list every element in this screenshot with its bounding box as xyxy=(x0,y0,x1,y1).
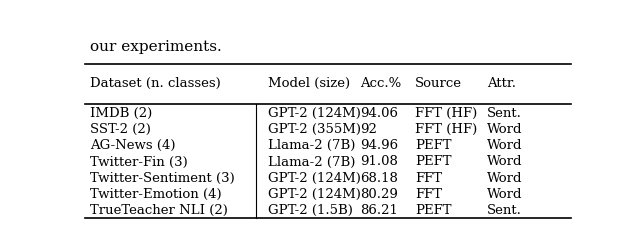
Text: 91.08: 91.08 xyxy=(360,155,398,168)
Text: Word: Word xyxy=(486,139,522,152)
Text: GPT-2 (124M): GPT-2 (124M) xyxy=(269,171,362,184)
Text: our experiments.: our experiments. xyxy=(90,40,221,54)
Text: Attr.: Attr. xyxy=(486,77,516,90)
Text: Source: Source xyxy=(415,77,462,90)
Text: TrueTeacher NLI (2): TrueTeacher NLI (2) xyxy=(90,203,228,216)
Text: Sent.: Sent. xyxy=(486,107,522,119)
Text: PEFT: PEFT xyxy=(415,203,451,216)
Text: FFT (HF): FFT (HF) xyxy=(415,107,477,119)
Text: Dataset (n. classes): Dataset (n. classes) xyxy=(90,77,221,90)
Text: Twitter-Fin (3): Twitter-Fin (3) xyxy=(90,155,188,168)
Text: PEFT: PEFT xyxy=(415,139,451,152)
Text: Word: Word xyxy=(486,171,522,184)
Text: SST-2 (2): SST-2 (2) xyxy=(90,123,151,136)
Text: Llama-2 (7B): Llama-2 (7B) xyxy=(269,155,356,168)
Text: 68.18: 68.18 xyxy=(360,171,398,184)
Text: 86.21: 86.21 xyxy=(360,203,398,216)
Text: GPT-2 (124M): GPT-2 (124M) xyxy=(269,187,362,200)
Text: Twitter-Emotion (4): Twitter-Emotion (4) xyxy=(90,187,221,200)
Text: 92: 92 xyxy=(360,123,377,136)
Text: AG-News (4): AG-News (4) xyxy=(90,139,175,152)
Text: PEFT: PEFT xyxy=(415,155,451,168)
Text: Word: Word xyxy=(486,155,522,168)
Text: Acc.%: Acc.% xyxy=(360,77,401,90)
Text: IMDB (2): IMDB (2) xyxy=(90,107,152,119)
Text: 94.06: 94.06 xyxy=(360,107,398,119)
Text: FFT: FFT xyxy=(415,171,442,184)
Text: Model (size): Model (size) xyxy=(269,77,351,90)
Text: Twitter-Sentiment (3): Twitter-Sentiment (3) xyxy=(90,171,235,184)
Text: FFT (HF): FFT (HF) xyxy=(415,123,477,136)
Text: GPT-2 (1.5B): GPT-2 (1.5B) xyxy=(269,203,353,216)
Text: FFT: FFT xyxy=(415,187,442,200)
Text: GPT-2 (124M): GPT-2 (124M) xyxy=(269,107,362,119)
Text: GPT-2 (355M): GPT-2 (355M) xyxy=(269,123,362,136)
Text: Word: Word xyxy=(486,187,522,200)
Text: Sent.: Sent. xyxy=(486,203,522,216)
Text: Word: Word xyxy=(486,123,522,136)
Text: Llama-2 (7B): Llama-2 (7B) xyxy=(269,139,356,152)
Text: 94.96: 94.96 xyxy=(360,139,398,152)
Text: 80.29: 80.29 xyxy=(360,187,398,200)
